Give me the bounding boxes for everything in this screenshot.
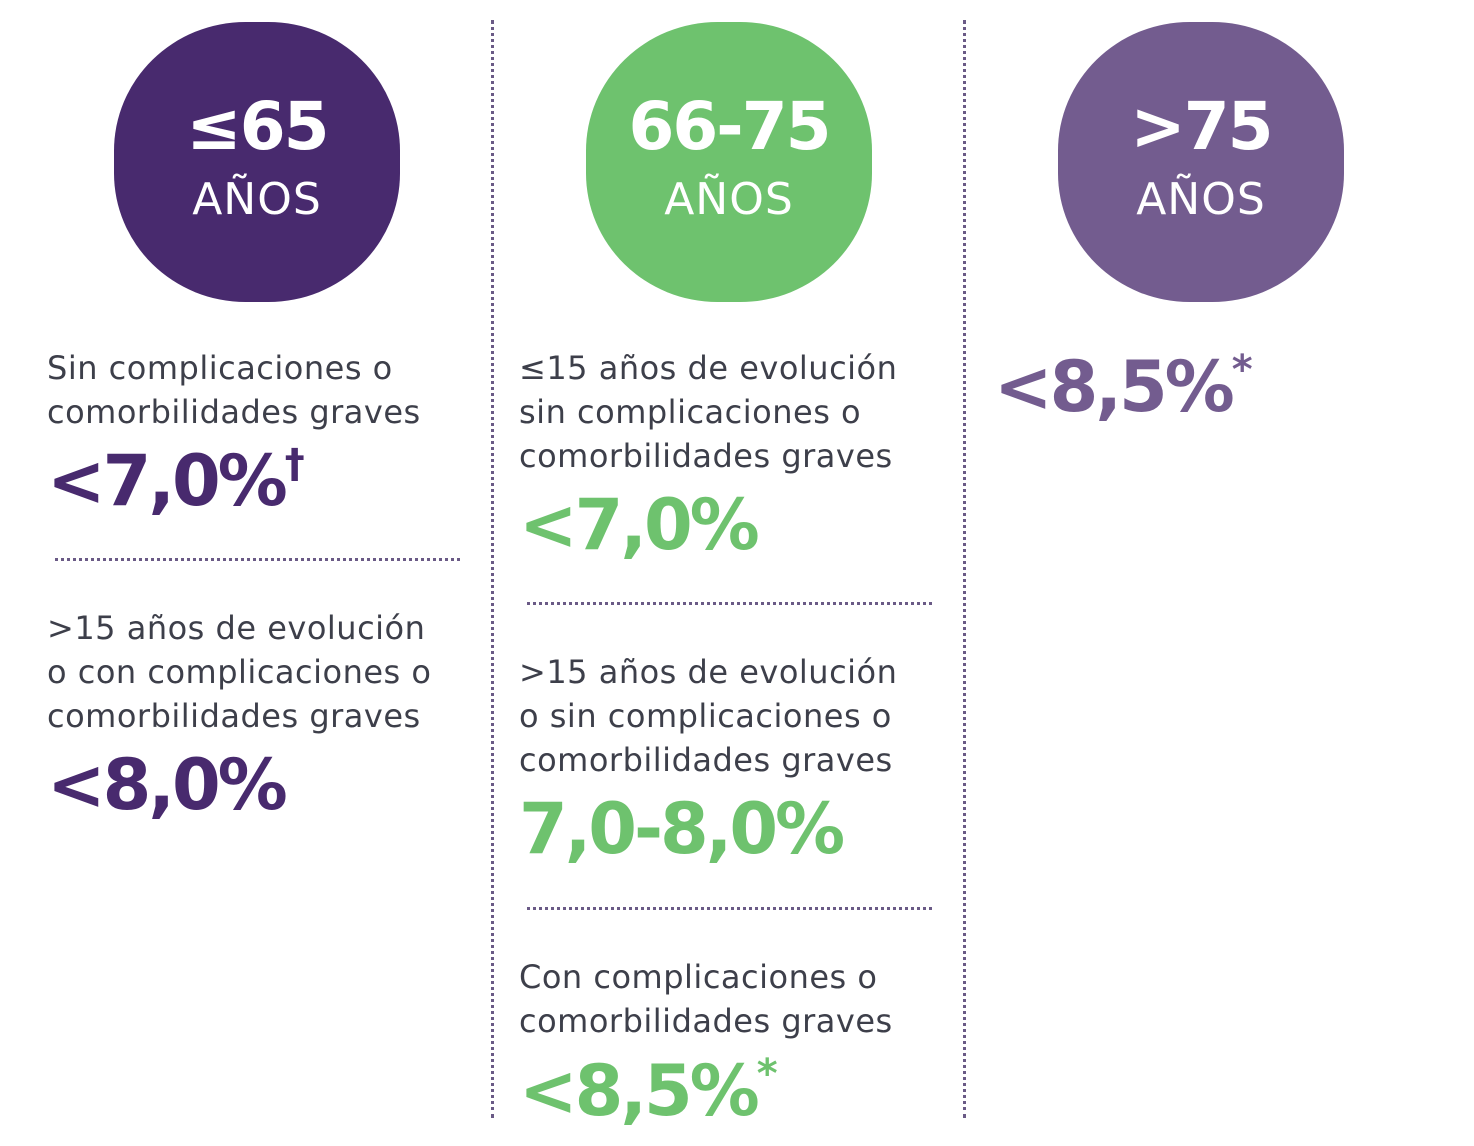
age-bubble-66-75: 66-75 AÑOS	[586, 22, 872, 302]
column-divider-1	[491, 20, 494, 1118]
age-range: ≤65	[186, 88, 329, 165]
hba1c-target: <8,5%*	[994, 346, 1253, 428]
condition-description: Sin complicaciones o comorbilidades grav…	[47, 349, 421, 431]
row-divider	[55, 558, 460, 561]
age-unit: AÑOS	[192, 174, 322, 225]
hba1c-target: <7,0%	[519, 484, 760, 566]
footnote-mark: †	[284, 441, 305, 487]
age-bubble-65-or-less: ≤65 AÑOS	[114, 22, 400, 302]
condition-description: >15 años de evolución o con complicacion…	[47, 609, 432, 735]
row-divider	[527, 602, 932, 605]
condition-description: ≤15 años de evolución sin complicaciones…	[519, 349, 898, 475]
footnote-mark: *	[1231, 347, 1253, 393]
hba1c-target: <8,5%*	[519, 1050, 778, 1132]
age-range: 66-75	[628, 88, 831, 165]
hba1c-target: <8,0%	[47, 744, 288, 826]
condition-description: >15 años de evolución o sin complicacion…	[519, 653, 898, 779]
age-unit: AÑOS	[1136, 174, 1266, 225]
column-divider-2	[963, 20, 966, 1118]
age-bubble-over-75: >75 AÑOS	[1058, 22, 1344, 302]
age-range: >75	[1130, 88, 1273, 165]
age-unit: AÑOS	[664, 174, 794, 225]
footnote-mark: *	[756, 1051, 778, 1097]
row-divider	[527, 907, 932, 910]
hba1c-target: 7,0-8,0%	[519, 788, 845, 870]
hba1c-target: <7,0%†	[47, 440, 305, 522]
condition-description: Con complicaciones o comorbilidades grav…	[519, 958, 893, 1040]
